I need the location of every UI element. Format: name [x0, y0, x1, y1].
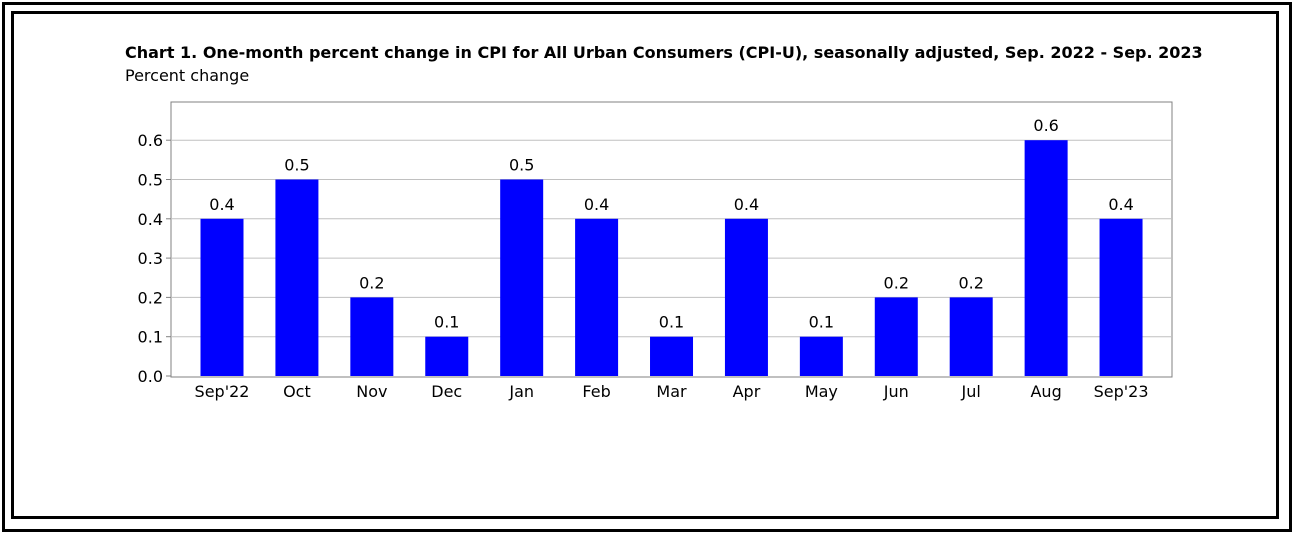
x-tick-label: Sep'23	[1094, 382, 1149, 401]
data-label: 0.5	[284, 156, 309, 175]
data-label: 0.1	[434, 313, 459, 332]
data-label: 0.1	[809, 313, 834, 332]
x-tick-labels: Sep'22 Oct Nov Dec Jan Feb Mar Apr May Jun Jul Aug S…	[195, 382, 1149, 401]
x-tick-label: Nov	[356, 382, 387, 401]
data-label: 0.5	[509, 156, 534, 175]
bar	[874, 297, 918, 376]
bar	[724, 218, 768, 376]
x-tick-label: Apr	[733, 382, 761, 401]
plot-area	[170, 101, 1173, 378]
data-label: 0.2	[884, 273, 909, 292]
bar	[1024, 140, 1068, 376]
x-tick-label: Dec	[431, 382, 462, 401]
bar	[200, 218, 244, 376]
x-tick-label: Aug	[1030, 382, 1061, 401]
chart-title: Chart 1. One-month percent change in CPI…	[125, 43, 1203, 62]
y-tick-label: 0.3	[138, 249, 163, 268]
data-label: 0.1	[659, 313, 684, 332]
y-tick-label: 0.4	[138, 210, 163, 229]
data-label: 0.4	[584, 195, 609, 214]
bar	[350, 297, 394, 376]
bars	[200, 140, 1143, 376]
x-tick-label: Sep'22	[195, 382, 250, 401]
bar	[650, 336, 694, 376]
y-tick-label: 0.5	[138, 171, 163, 190]
x-tick-label: Mar	[656, 382, 687, 401]
y-tick-label: 0.1	[138, 328, 163, 347]
y-tick-labels: 0.0 0.1 0.2 0.3 0.4 0.5 0.6	[138, 131, 163, 386]
x-tick-label: Jul	[961, 382, 981, 401]
x-tick-label: Feb	[582, 382, 610, 401]
bar	[799, 336, 843, 376]
x-tick-label: Oct	[283, 382, 311, 401]
data-label: 0.4	[1108, 195, 1133, 214]
x-tick-label: Jan	[508, 382, 534, 401]
x-tick-label: May	[805, 382, 838, 401]
x-tick-label: Jun	[883, 382, 909, 401]
bar	[425, 336, 469, 376]
data-label: 0.4	[209, 195, 234, 214]
bar	[949, 297, 993, 376]
bar	[275, 179, 319, 376]
data-label: 0.2	[958, 273, 983, 292]
y-axis-label: Percent change	[125, 66, 250, 85]
y-tick-label: 0.0	[138, 367, 163, 386]
bar	[1099, 218, 1143, 376]
data-label: 0.6	[1033, 116, 1058, 135]
data-label: 0.2	[359, 273, 384, 292]
y-tick-label: 0.6	[138, 131, 163, 150]
bar	[500, 179, 544, 376]
data-labels: 0.4 0.5 0.2 0.1 0.5 0.4 0.1 0.4 0.1 0.2 0.2 0.6 0.4	[209, 116, 1133, 332]
y-tick-label: 0.2	[138, 288, 163, 307]
data-label: 0.4	[734, 195, 759, 214]
bar	[575, 218, 619, 376]
